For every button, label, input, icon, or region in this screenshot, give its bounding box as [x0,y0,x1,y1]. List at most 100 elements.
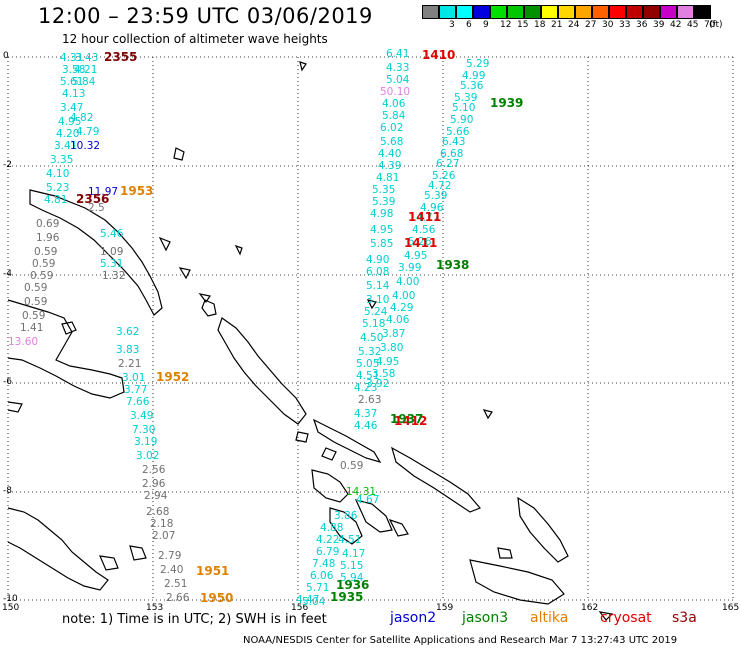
wave-height-reading: 0.59 [24,296,48,308]
wave-height-reading: 3.87 [382,328,406,340]
wave-height-reading: 4.77 [416,212,440,224]
wave-height-reading: 6.08 [366,266,390,278]
legend-tick-label: 36 [636,20,648,30]
wave-height-reading: 4.39 [378,160,402,172]
wave-height-reading: 0.59 [30,270,54,282]
wave-height-reading: 2.18 [150,518,174,530]
wave-height-reading: 4.46 [354,420,378,432]
legend-swatch [677,5,694,19]
wave-height-reading: 7.30 [132,424,156,436]
wave-height-reading: 4.50 [360,332,384,344]
wave-height-reading: 4.95 [376,356,400,368]
wave-height-reading: 2.40 [160,564,184,576]
wave-height-reading: 2.79 [158,550,182,562]
graticule [7,56,735,601]
wave-height-reading: 3.99 [398,262,422,274]
credit-line: NOAA/NESDIS Center for Satellite Applica… [243,635,678,646]
wave-height-reading: 5.94 [340,572,364,584]
legend-swatch [609,5,626,19]
wave-height-reading: 2.68 [146,506,170,518]
legend-swatch [558,5,575,19]
pass-time-label: 1936 [336,578,370,592]
page-title: 12:00 – 23:59 UTC 03/06/2019 [38,4,373,28]
wave-height-reading: 4.29 [390,302,414,314]
wave-height-reading: 4.99 [462,70,486,82]
wave-height-reading: 4.17 [342,548,366,560]
pass-time-label: 1951 [196,564,230,578]
wave-height-reading: 5.39 [372,196,396,208]
wave-height-reading: 4.79 [76,126,100,138]
wave-height-reading: 3.58 [372,368,396,380]
legend-swatch [541,5,558,19]
wave-height-reading: 3.58 [62,64,86,76]
wave-height-reading: 5.36 [460,80,484,92]
pass-time-label: 1938 [436,258,470,272]
wave-height-reading: 5.23 [46,182,70,194]
wave-height-reading: 1.09 [100,246,124,258]
mission-label-s3a: s3a [672,610,697,626]
wave-height-reading: 6.06 [310,570,334,582]
lat-label: -6 [3,377,12,387]
legend-tick-label: 39 [653,20,665,30]
wave-height-reading: 1.32 [102,270,126,282]
wave-height-reading: 4.95 [58,116,82,128]
lat-label: -4 [3,269,12,279]
wave-height-reading: 3.10 [366,294,390,306]
pass-time-label: 1935 [330,590,364,604]
wave-height-reading: 4.13 [62,88,86,100]
legend-swatch [626,5,643,19]
wave-height-reading: 3.62 [116,326,140,338]
wave-height-reading: 4.10 [46,168,70,180]
wave-height-reading: 5.18 [362,318,386,330]
wave-height-reading: 4.88 [320,522,344,534]
wave-height-reading: 3.77 [124,384,148,396]
wave-height-reading: 50.10 [380,86,411,98]
wave-height-reading: 3.80 [380,342,404,354]
wave-height-reading: 4.20 [56,128,80,140]
legend-tick-label: 24 [568,20,580,30]
wave-height-reading: 5.84 [382,110,406,122]
lon-label: 162 [581,603,599,613]
wave-height-reading: 3.49 [130,410,154,422]
wave-height-reading: 4.98 [370,208,394,220]
wave-height-reading: 2.21 [118,358,142,370]
legend-tick-label: 6 [466,20,472,30]
lat-label: -10 [3,594,18,604]
legend-swatch [507,5,524,19]
wave-height-reading: 4.51 [338,534,362,546]
lon-label: 156 [291,603,309,613]
wave-height-reading: 4.81 [376,172,400,184]
wave-height-reading: 4.06 [382,98,406,110]
wave-height-reading: 2.94 [144,490,168,502]
wave-height-reading: 2.51 [164,578,188,590]
wave-height-reading: 5.46 [100,228,124,240]
lon-label: 159 [436,603,454,613]
mission-label-cryosat: cryosat [600,610,652,626]
wave-height-reading: 5.85 [370,238,394,250]
legend-tick-label: 18 [534,20,546,30]
wave-height-reading: 5.32 [358,346,382,358]
lat-label: -8 [3,486,12,496]
wave-height-reading: 3.47 [60,102,84,114]
wave-height-reading: 2.96 [142,478,166,490]
wave-height-reading: 0.69 [36,218,60,230]
wave-height-reading: 5.10 [452,102,476,114]
wave-height-reading: 3.35 [50,154,74,166]
wave-height-reading: 0.59 [34,246,58,258]
wave-height-reading: 11.97 [88,186,119,198]
legend-swatch [456,5,473,19]
legend-tick-label: 3 [449,20,455,30]
wave-height-reading: 7.48 [312,558,336,570]
wave-height-reading: 4.31 [60,52,84,64]
legend-swatch [575,5,592,19]
wave-height-reading: 6.79 [316,546,340,558]
pass-time-label: 1953 [120,184,154,198]
wave-height-reading: 2.66 [166,592,190,604]
lat-label: -2 [3,160,12,170]
wave-height-reading: 6.27 [436,158,460,170]
legend-tick-label: 45 [687,20,699,30]
wave-height-reading: 4.00 [392,290,416,302]
mission-label-jason3: jason3 [462,610,509,626]
wave-height-reading: 1.41 [20,322,44,334]
lon-label: 153 [146,603,164,613]
